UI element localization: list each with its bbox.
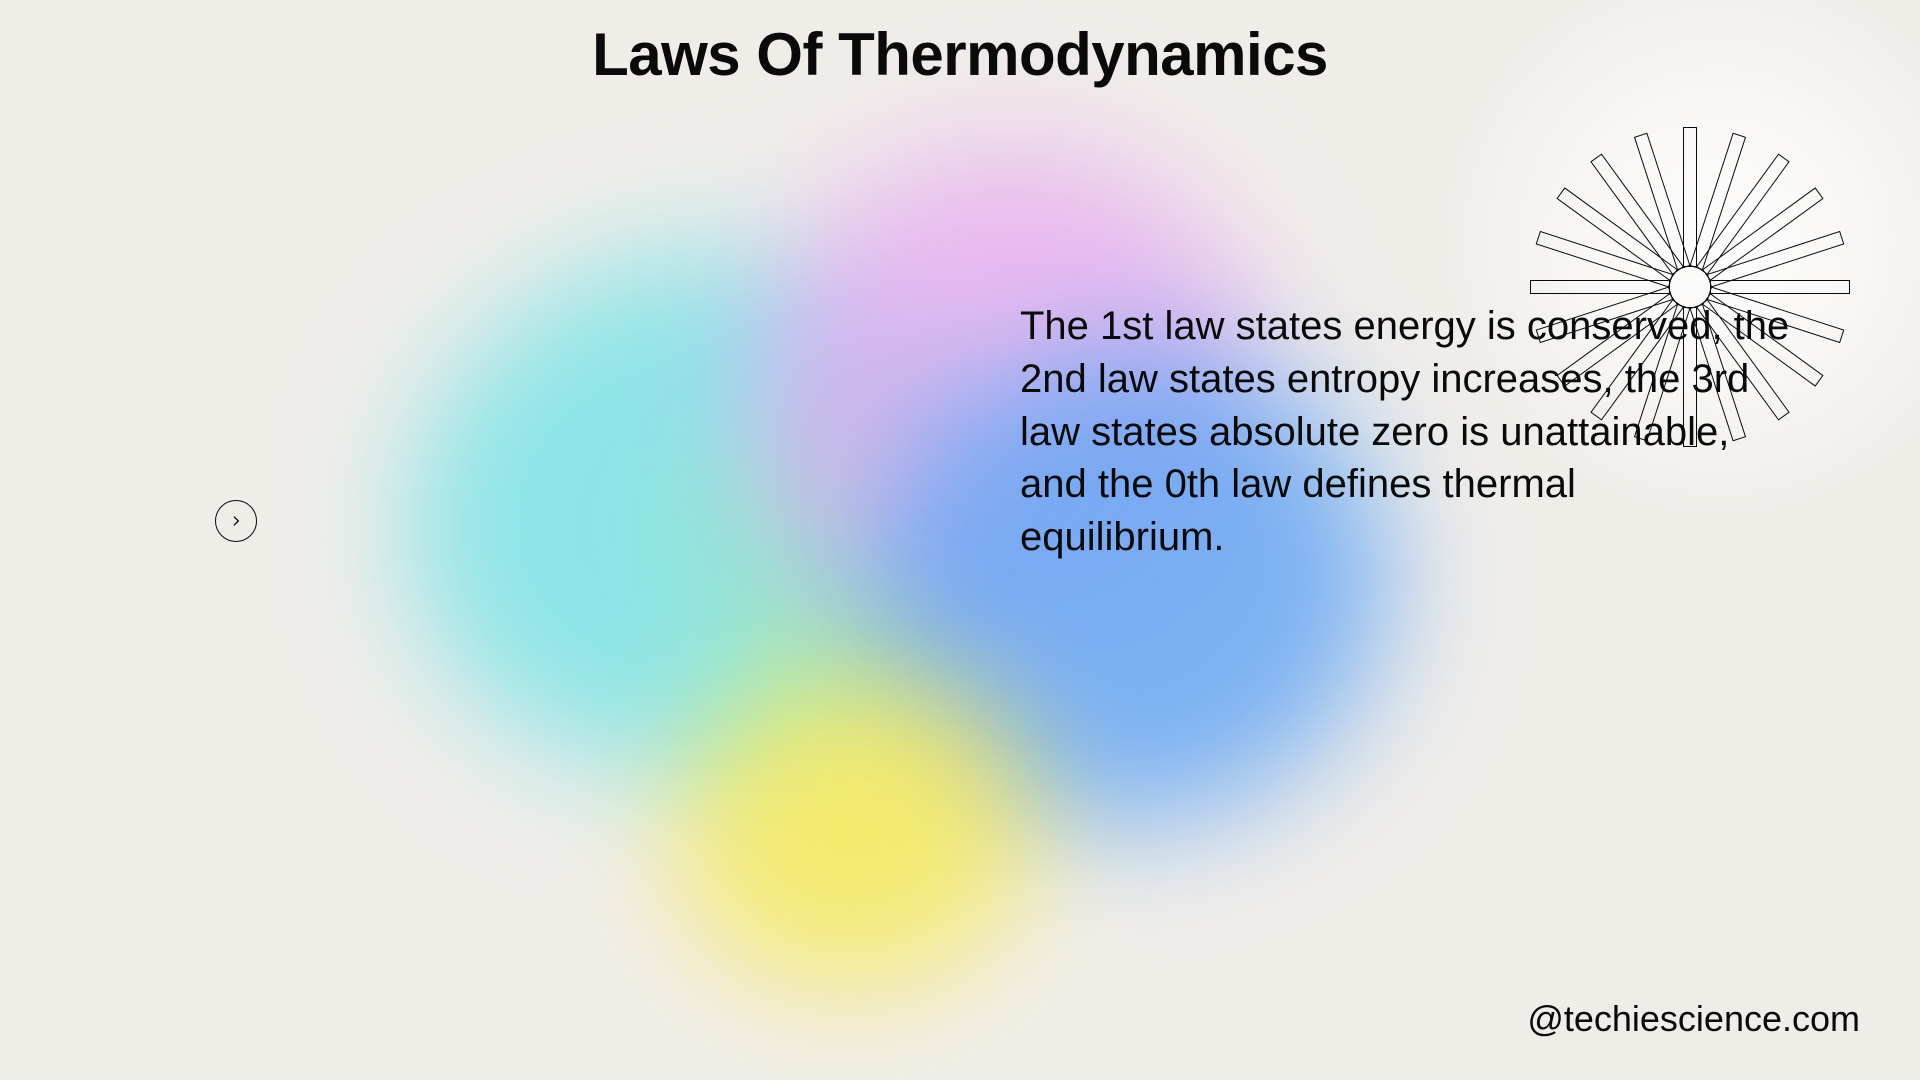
attribution-text: @techiescience.com xyxy=(1527,998,1860,1040)
chevron-right-icon xyxy=(229,514,243,528)
page-title: Laws Of Thermodynamics xyxy=(0,20,1920,89)
body-paragraph: The 1st law states energy is conserved, … xyxy=(1020,300,1790,564)
slide: Laws Of Thermodynamics The 1st law state… xyxy=(0,0,1920,1080)
next-button[interactable] xyxy=(215,500,257,542)
